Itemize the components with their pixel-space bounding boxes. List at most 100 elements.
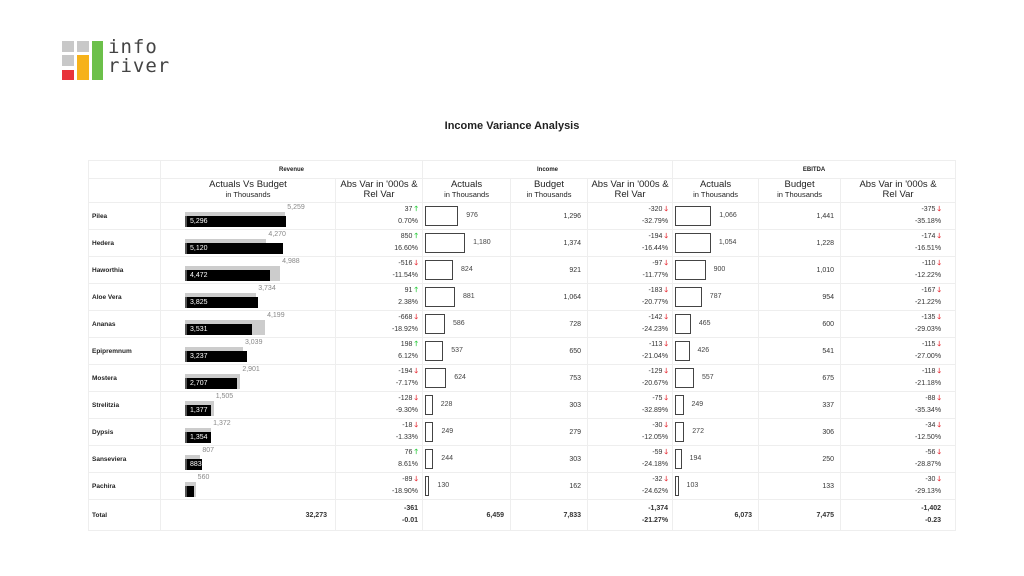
total-rev-actual: 32,273	[160, 499, 336, 531]
revenue-bullet-cell: 5,259 5,296	[160, 202, 336, 230]
arrow-down-icon: 🡓	[937, 341, 942, 348]
arrow-down-icon: 🡓	[664, 233, 669, 240]
total-rev-var: -361 -0.01	[334, 499, 424, 531]
ebitda-budget: 250	[758, 445, 842, 473]
eb-var-cell: -167 🡓 -21.22%	[840, 283, 957, 311]
ebitda-actual-bar	[675, 314, 691, 334]
income-actual-bar	[425, 449, 434, 469]
ebitda-actual-cell: 426	[672, 337, 760, 365]
group-header-income: Income	[422, 160, 674, 179]
income-budget: 753	[510, 364, 589, 392]
rev-var-cell: -516 🡓 -11.54%	[334, 256, 424, 284]
table-row: Hedera 4,270 5,120 850 🡑 16.60% 1,180 1,3…	[88, 229, 957, 257]
ebitda-actual-cell: 465	[672, 310, 760, 338]
col-header-eb-var: Abs Var in '000s & Rel Var	[840, 178, 957, 203]
total-label: Total	[88, 499, 161, 531]
arrow-up-icon: 🡑	[414, 449, 419, 456]
actual-bar: 3,531	[185, 324, 253, 335]
arrow-up-icon: 🡑	[414, 287, 419, 294]
revenue-bullet-cell: 4,988 4,472	[160, 256, 336, 284]
rev-var-cell: 37 🡑 0.70%	[334, 202, 424, 230]
income-actual-bar	[425, 260, 454, 280]
eb-var-cell: -375 🡓 -35.18%	[840, 202, 957, 230]
arrow-up-icon: 🡑	[414, 341, 419, 348]
row-label: Sanseviera	[88, 445, 161, 473]
income-actual-cell: 586	[422, 310, 512, 338]
total-inc-budget: 7,833	[510, 499, 589, 531]
table-row: Epipremnum 3,039 3,237 198 🡑 6.12% 537 65…	[88, 337, 957, 365]
row-label: Haworthia	[88, 256, 161, 284]
ebitda-budget: 306	[758, 418, 842, 446]
budget-label: 5,259	[287, 204, 305, 211]
ebitda-actual-label: 1,054	[718, 239, 737, 246]
row-label: Hedera	[88, 229, 161, 257]
ebitda-actual-bar	[675, 287, 702, 307]
income-actual-bar	[425, 422, 434, 442]
ebitda-actual-label: 900	[713, 266, 726, 273]
income-actual-label: 249	[441, 428, 454, 435]
variance-table: Revenue Income EBITDA Actuals Vs Budget i…	[88, 160, 957, 531]
col-header-eb-actuals: Actuals in Thousands	[672, 178, 760, 203]
revenue-bullet-cell: 3,734 3,825	[160, 283, 336, 311]
row-label: Aloe Vera	[88, 283, 161, 311]
revenue-bullet-cell: 560	[160, 472, 336, 500]
table-row: Ananas 4,199 3,531 -668 🡓 -18.92% 586 728…	[88, 310, 957, 338]
inforiver-logo: info river	[62, 38, 172, 81]
arrow-down-icon: 🡓	[414, 314, 419, 321]
inc-var-cell: -183 🡓 -20.77%	[587, 283, 674, 311]
income-actual-label: 228	[440, 401, 453, 408]
ebitda-actual-cell: 103	[672, 472, 760, 500]
income-actual-label: 586	[452, 320, 465, 327]
ebitda-actual-label: 272	[692, 428, 704, 435]
group-header-ebitda: EBITDA	[672, 160, 957, 179]
arrow-down-icon: 🡓	[937, 368, 942, 375]
actual-bar: 3,237	[185, 351, 247, 362]
income-budget: 1,374	[510, 229, 589, 257]
ebitda-actual-cell: 557	[672, 364, 760, 392]
ebitda-budget: 1,010	[758, 256, 842, 284]
income-actual-label: 624	[454, 374, 466, 381]
income-actual-bar	[425, 233, 466, 253]
ebitda-actual-label: 557	[701, 374, 714, 381]
income-actual-label: 244	[441, 455, 453, 462]
table-row: Dypsis 1,372 1,354 -18 🡓 -1.33% 249 279 -…	[88, 418, 957, 446]
income-actual-bar	[425, 341, 444, 361]
revenue-bullet-cell: 4,270 5,120	[160, 229, 336, 257]
budget-label: 3,734	[258, 285, 276, 292]
arrow-down-icon: 🡓	[664, 206, 669, 213]
inc-var-cell: -194 🡓 -16.44%	[587, 229, 674, 257]
income-actual-cell: 244	[422, 445, 512, 473]
income-budget: 1,296	[510, 202, 589, 230]
ebitda-actual-bar	[675, 395, 684, 415]
col-header-inc-actuals: Actuals in Thousands	[422, 178, 512, 203]
rev-var-cell: 91 🡑 2.38%	[334, 283, 424, 311]
row-label: Strelitzia	[88, 391, 161, 419]
arrow-down-icon: 🡓	[937, 233, 942, 240]
revenue-bullet-cell: 3,039 3,237	[160, 337, 336, 365]
budget-label: 1,372	[213, 420, 231, 427]
inc-var-cell: -30 🡓 -12.05%	[587, 418, 674, 446]
income-actual-bar	[425, 368, 447, 388]
income-actual-bar	[425, 206, 459, 226]
arrow-down-icon: 🡓	[937, 422, 942, 429]
total-inc-actual: 6,459	[422, 499, 512, 531]
arrow-up-icon: 🡑	[414, 233, 419, 240]
ebitda-actual-bar	[675, 260, 706, 280]
group-header-revenue: Revenue	[159, 160, 424, 179]
arrow-down-icon: 🡓	[937, 287, 942, 294]
arrow-down-icon: 🡓	[664, 260, 669, 267]
ebitda-budget: 133	[758, 472, 842, 500]
actual-bar: 5,296	[185, 216, 286, 227]
revenue-bullet-cell: 1,505 1,377	[160, 391, 336, 419]
report-title: Income Variance Analysis	[444, 120, 580, 132]
col-header-eb-budget: Budget in Thousands	[758, 178, 842, 203]
revenue-bullet-cell: 807 883	[160, 445, 336, 473]
eb-var-cell: -174 🡓 -16.51%	[840, 229, 957, 257]
table-row: Haworthia 4,988 4,472 -516 🡓 -11.54% 824 …	[88, 256, 957, 284]
total-eb-budget: 7,475	[758, 499, 842, 531]
income-actual-bar	[425, 395, 433, 415]
income-budget: 650	[510, 337, 589, 365]
eb-var-cell: -56 🡓 -28.87%	[840, 445, 957, 473]
arrow-down-icon: 🡓	[937, 449, 942, 456]
income-actual-cell: 537	[422, 337, 512, 365]
